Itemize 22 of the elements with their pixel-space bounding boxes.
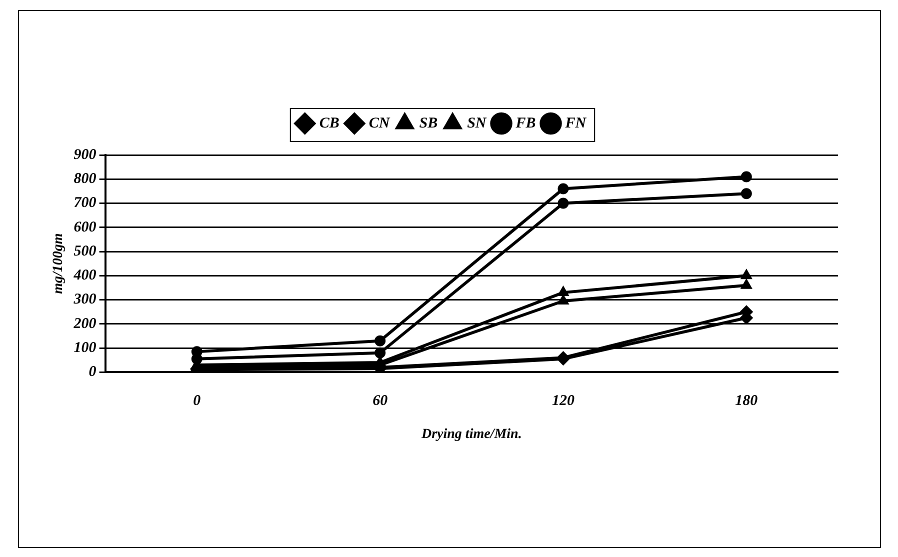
- legend-label: SN: [467, 115, 488, 132]
- legend-label: CB: [319, 115, 340, 132]
- x-tick-label: 60: [372, 393, 388, 410]
- y-tick-label: 0: [88, 364, 97, 380]
- x-axis-title: Drying time/Min.: [420, 427, 522, 442]
- y-tick-label: 900: [74, 146, 97, 163]
- x-tick-label: 0: [193, 393, 202, 410]
- y-axis-title: mg/100gm: [51, 233, 66, 294]
- legend-label: CN: [368, 115, 391, 132]
- y-tick-label: 300: [72, 292, 97, 308]
- y-tick-label: 200: [72, 316, 97, 332]
- y-tick-label: 400: [72, 268, 97, 284]
- y-tick-label: 700: [74, 195, 97, 212]
- y-tick-label: 800: [74, 171, 97, 188]
- y-tick-label: 600: [74, 219, 97, 236]
- y-tick-label: 500: [74, 243, 97, 260]
- legend-label: FN: [564, 115, 588, 132]
- legend-label: SB: [419, 115, 438, 132]
- y-tick-label: 100: [74, 340, 97, 356]
- x-tick-label: 180: [735, 393, 758, 410]
- x-tick-label: 120: [552, 393, 575, 410]
- legend-label: FB: [514, 115, 536, 132]
